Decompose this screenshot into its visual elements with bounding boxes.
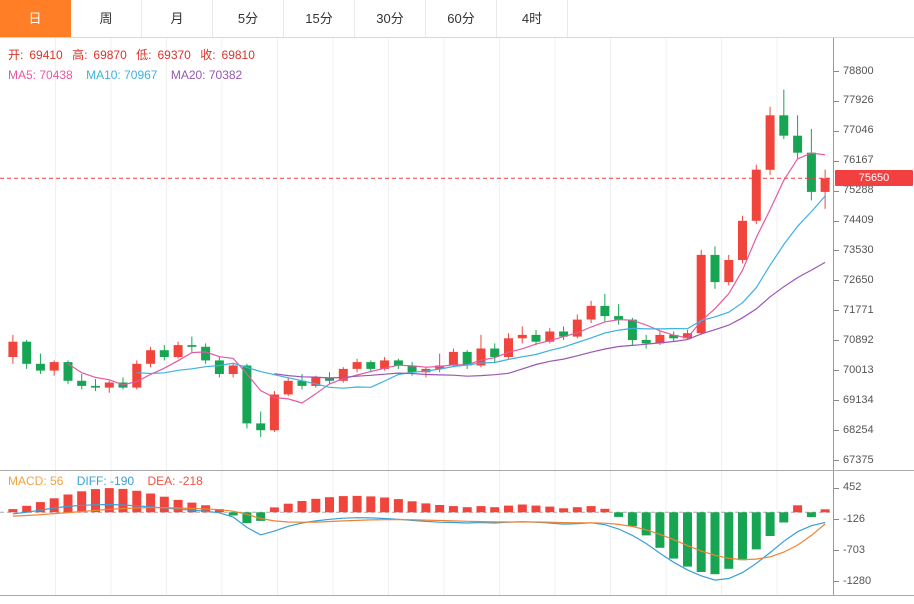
axis-tick — [834, 340, 839, 342]
open-label: 开: — [8, 48, 24, 62]
axis-label: 74409 — [843, 214, 874, 226]
axis-tick — [834, 487, 839, 489]
axis-label: 72650 — [843, 273, 874, 286]
tab-15min[interactable]: 15分 — [284, 0, 355, 37]
high-label: 高: — [72, 48, 88, 62]
axis-tick — [834, 310, 839, 312]
axis-tick — [834, 190, 839, 192]
macd-legend: MACD: 56 DIFF: -190 DEA: -218 — [8, 474, 203, 488]
tab-30min[interactable]: 30分 — [355, 0, 426, 37]
axis-separator — [833, 38, 834, 596]
axis-label: 452 — [843, 481, 862, 494]
axis-tick — [834, 160, 839, 162]
axis-tick — [834, 370, 839, 372]
axis-tick — [834, 460, 839, 461]
axis-tick — [834, 519, 839, 521]
axis-tick — [834, 71, 839, 72]
close-value: 69810 — [221, 48, 255, 62]
axis-tick — [834, 550, 839, 552]
high-value: 69870 — [93, 48, 127, 62]
axis-label: 70892 — [843, 333, 874, 346]
low-value: 69370 — [157, 48, 191, 62]
close-label: 收: — [200, 48, 216, 62]
axis-label: -1280 — [843, 574, 872, 587]
diff-value-legend: DIFF: -190 — [76, 474, 135, 488]
dea-value-legend: DEA: -218 — [147, 474, 203, 488]
current-price-badge: 75650 — [835, 170, 913, 187]
axis-tick — [834, 220, 839, 222]
main-candlestick-chart — [0, 38, 833, 470]
tab-month[interactable]: 月 — [142, 0, 213, 37]
open-value: 69410 — [29, 48, 63, 62]
macd-chart — [0, 470, 833, 595]
axis-tick — [834, 400, 839, 402]
axis-tick — [834, 280, 839, 282]
axis-label: 71771 — [843, 303, 874, 316]
axis-label: 77926 — [843, 94, 874, 107]
axis-label: 76167 — [843, 154, 874, 167]
axis-label: 77046 — [843, 124, 874, 137]
ma10-legend: MA10: 70967 — [86, 68, 158, 82]
price-axis: 78800 77926 77046 76167 75288 74409 73530 72650… — [833, 0, 914, 604]
axis-tick — [834, 100, 839, 102]
axis-tick — [834, 581, 839, 583]
axis-label: 73530 — [843, 243, 874, 256]
ma5-legend: MA5: 70438 — [8, 68, 73, 82]
axis-tick — [834, 250, 839, 252]
axis-label: -703 — [843, 543, 866, 556]
axis-label: 78800 — [843, 64, 874, 77]
ma20-legend: MA20: 70382 — [170, 68, 243, 82]
tab-60min[interactable]: 60分 — [426, 0, 497, 37]
tab-5min[interactable]: 5分 — [213, 0, 284, 37]
axis-label: 75288 — [843, 184, 874, 197]
macd-value-legend: MACD: 56 — [8, 474, 64, 488]
ma-legend: MA5: 70438 MA10: 70967 MA20: 70382 — [8, 68, 242, 82]
timeframe-tabs: 日周月 5分 15分 30分 60分 4时 — [0, 0, 914, 38]
axis-label: 67375 — [843, 453, 874, 466]
tab-day[interactable]: 日 — [0, 0, 71, 37]
panel-divider — [0, 470, 914, 471]
bottom-border — [0, 595, 914, 596]
axis-tick — [834, 430, 839, 432]
tab-4hour[interactable]: 4时 — [497, 0, 568, 37]
ohlc-legend: 开: 69410 高: 69870 低: 69370 收: 69810 — [8, 46, 261, 63]
axis-label: 70013 — [843, 363, 874, 376]
tab-week[interactable]: 周 — [71, 0, 142, 37]
axis-label: 69134 — [843, 393, 874, 406]
axis-label: -126 — [843, 512, 866, 525]
axis-label: 68254 — [843, 423, 874, 436]
low-label: 低: — [136, 48, 152, 62]
axis-tick — [834, 130, 839, 132]
